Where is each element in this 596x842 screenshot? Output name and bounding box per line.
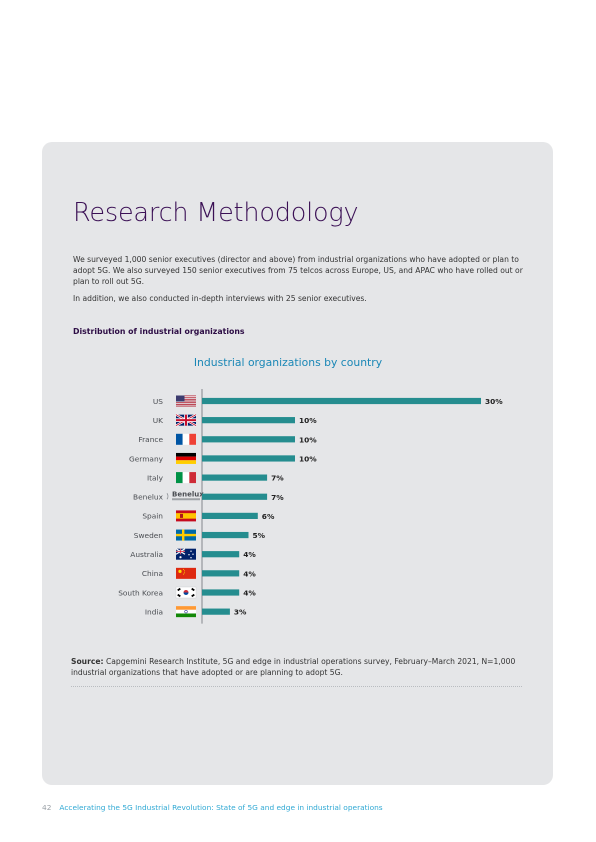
- footer-text: Accelerating the 5G Industrial Revolutio…: [59, 803, 383, 812]
- bar-italy: [202, 474, 268, 481]
- value-label-germany: 10%: [299, 454, 317, 463]
- interviews-paragraph: In addition, we also conducted in-depth …: [73, 294, 367, 303]
- bar-australia: [202, 551, 240, 558]
- category-label-france: France: [138, 435, 163, 444]
- value-label-france: 10%: [299, 435, 317, 444]
- category-label-china: China: [142, 569, 163, 578]
- bar-sweden: [202, 531, 249, 539]
- bar-benelux: [202, 493, 268, 500]
- uk-flag-icon: [175, 413, 197, 427]
- bar-china: [202, 570, 240, 577]
- value-label-italy: 7%: [271, 474, 284, 483]
- us-flag-icon: [176, 395, 196, 407]
- italy-flag-icon: [176, 472, 196, 484]
- value-label-south-korea: 4%: [243, 589, 256, 598]
- category-label-sweden: Sweden: [134, 531, 164, 540]
- page-title: Research Methodology: [73, 198, 359, 228]
- australia-flag-icon: [175, 548, 196, 560]
- svg-text:Benelux: Benelux: [172, 490, 204, 498]
- france-flag-icon: [176, 433, 196, 445]
- source-label: Source:: [71, 657, 104, 666]
- category-label-germany: Germany: [129, 454, 164, 463]
- india-flag-icon: [176, 606, 196, 618]
- category-label-australia: Australia: [130, 550, 163, 559]
- bar-south-korea: [202, 589, 240, 596]
- value-label-sweden: 5%: [253, 531, 266, 540]
- germany-flag-icon: [176, 452, 196, 464]
- value-label-india: 3%: [234, 608, 247, 617]
- intro-paragraph: We surveyed 1,000 senior executives (dir…: [73, 255, 523, 287]
- chart-title: Industrial organizations by country: [193, 356, 383, 369]
- category-label-spain: Spain: [142, 512, 163, 521]
- bar-spain: [202, 512, 258, 519]
- bar-france: [202, 436, 295, 443]
- bar-uk: [202, 417, 295, 424]
- value-label-uk: 10%: [299, 416, 317, 425]
- category-label-uk: UK: [153, 416, 163, 425]
- category-label-south-korea: South Korea: [118, 588, 163, 597]
- value-label-spain: 6%: [262, 512, 275, 521]
- value-label-australia: 4%: [243, 550, 256, 559]
- dotted-divider: [71, 686, 522, 687]
- category-label-india: India: [145, 607, 163, 616]
- china-flag-icon: [176, 567, 196, 579]
- source-text: Capgemini Research Institute, 5G and edg…: [71, 657, 516, 677]
- category-label-benelux: Benelux: [133, 493, 164, 502]
- bar-us: [202, 397, 481, 405]
- value-label-us: 30%: [485, 397, 503, 406]
- category-label-us: US: [153, 397, 163, 406]
- section-heading: Distribution of industrial organizations: [73, 327, 245, 336]
- spain-flag-icon: [176, 510, 196, 522]
- benelux-logo-icon: Benelux: [166, 490, 204, 501]
- bar-india: [202, 608, 230, 615]
- value-label-china: 4%: [243, 569, 256, 578]
- sweden-flag-icon: [176, 529, 196, 541]
- source-note: Source: Capgemini Research Institute, 5G…: [71, 656, 531, 678]
- content-panel: [42, 142, 553, 785]
- category-label-italy: Italy: [147, 473, 164, 482]
- south-korea-flag-icon: [175, 586, 197, 599]
- page-number: 42: [42, 803, 52, 812]
- page-footer: 42 Accelerating the 5G Industrial Revolut…: [42, 803, 383, 812]
- value-label-benelux: 7%: [271, 493, 284, 502]
- bar-germany: [202, 455, 295, 462]
